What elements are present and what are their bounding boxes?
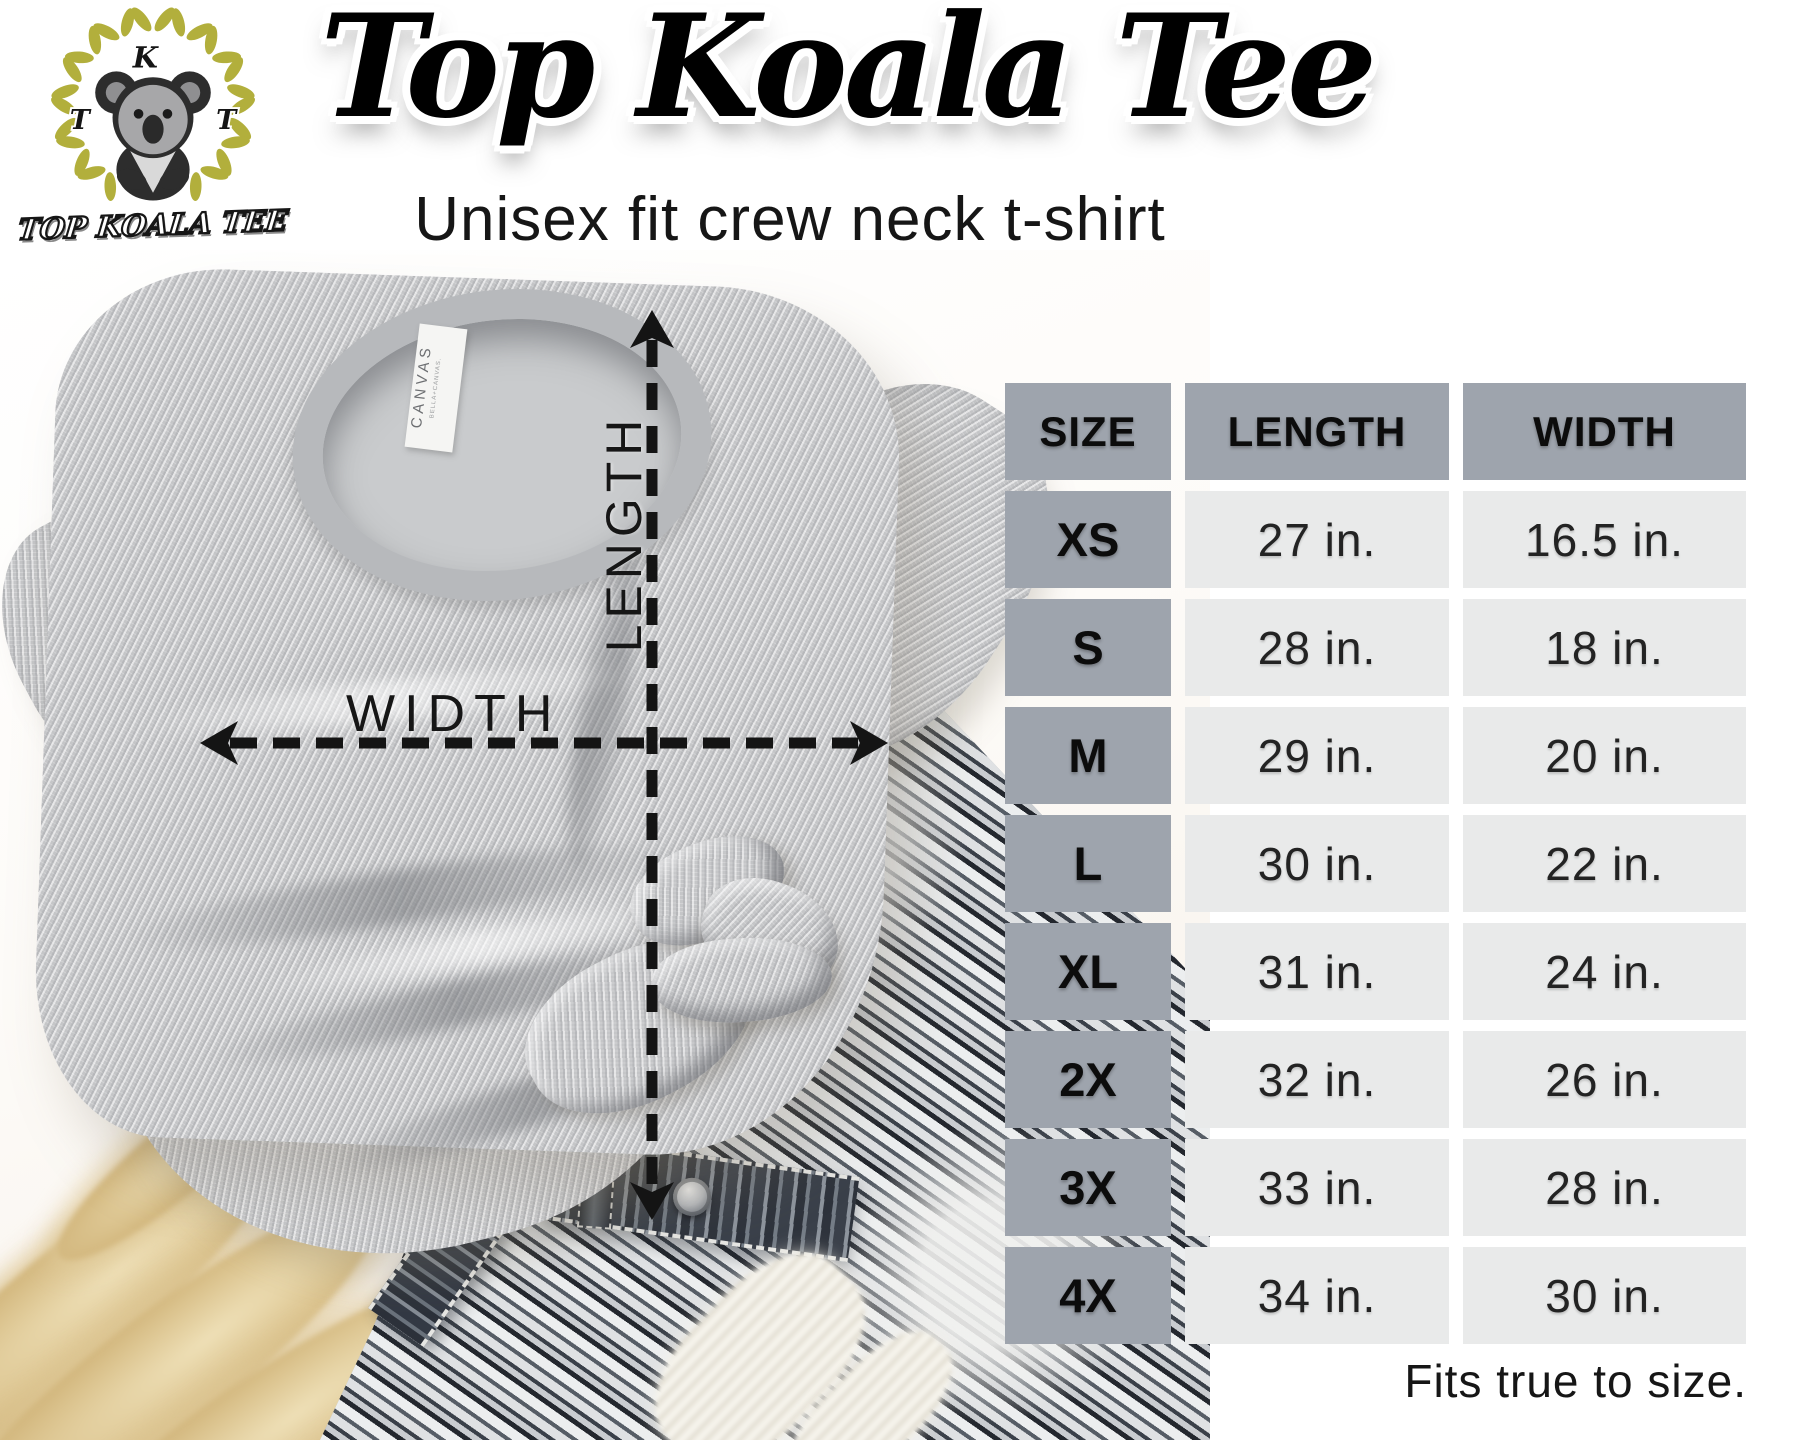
koala-icon [95, 71, 211, 201]
column-header-length: LENGTH [1185, 383, 1449, 480]
page-title: Top Koala Tee [320, 0, 1377, 150]
length-value-cell: 32 in. [1185, 1031, 1449, 1128]
column-header-size: SIZE [1005, 383, 1171, 480]
width-value-cell: 20 in. [1463, 707, 1746, 804]
koala-wreath-icon: K T T [46, 4, 260, 207]
length-value-cell: 34 in. [1185, 1247, 1449, 1344]
size-label-cell: XS [1005, 491, 1171, 588]
width-value-cell: 24 in. [1463, 923, 1746, 1020]
size-label-cell: S [1005, 599, 1171, 696]
column-header-width: WIDTH [1463, 383, 1746, 480]
size-label-cell: 3X [1005, 1139, 1171, 1236]
fit-note: Fits true to size. [1404, 1355, 1747, 1407]
size-chart-table: SIZE LENGTH WIDTH XS 27 in. 16.5 in. S 2… [1005, 383, 1746, 1344]
length-value-cell: 31 in. [1185, 923, 1449, 1020]
length-value-cell: 30 in. [1185, 815, 1449, 912]
monogram-t-left: T [70, 105, 92, 136]
width-value-cell: 30 in. [1463, 1247, 1746, 1344]
width-value-cell: 26 in. [1463, 1031, 1746, 1128]
monogram-k: K [132, 41, 160, 75]
denim-button [670, 1175, 714, 1219]
page-subtitle: Unisex fit crew neck t-shirt [414, 185, 1166, 254]
length-measure-label: LENGTH [596, 413, 652, 653]
width-value-cell: 22 in. [1463, 815, 1746, 912]
size-label-cell: L [1005, 815, 1171, 912]
brand-logo: K T T TOP KOALA TEE [8, 4, 298, 266]
size-label-cell: XL [1005, 923, 1171, 1020]
size-label-cell: 4X [1005, 1247, 1171, 1344]
width-value-cell: 16.5 in. [1463, 491, 1746, 588]
length-value-cell: 33 in. [1185, 1139, 1449, 1236]
size-label-cell: 2X [1005, 1031, 1171, 1128]
width-value-cell: 18 in. [1463, 599, 1746, 696]
length-value-cell: 28 in. [1185, 599, 1449, 696]
length-value-cell: 29 in. [1185, 707, 1449, 804]
monogram-t-right: T [216, 105, 238, 136]
size-label-cell: M [1005, 707, 1171, 804]
width-measure-label: WIDTH [346, 685, 562, 743]
length-value-cell: 27 in. [1185, 491, 1449, 588]
width-value-cell: 28 in. [1463, 1139, 1746, 1236]
